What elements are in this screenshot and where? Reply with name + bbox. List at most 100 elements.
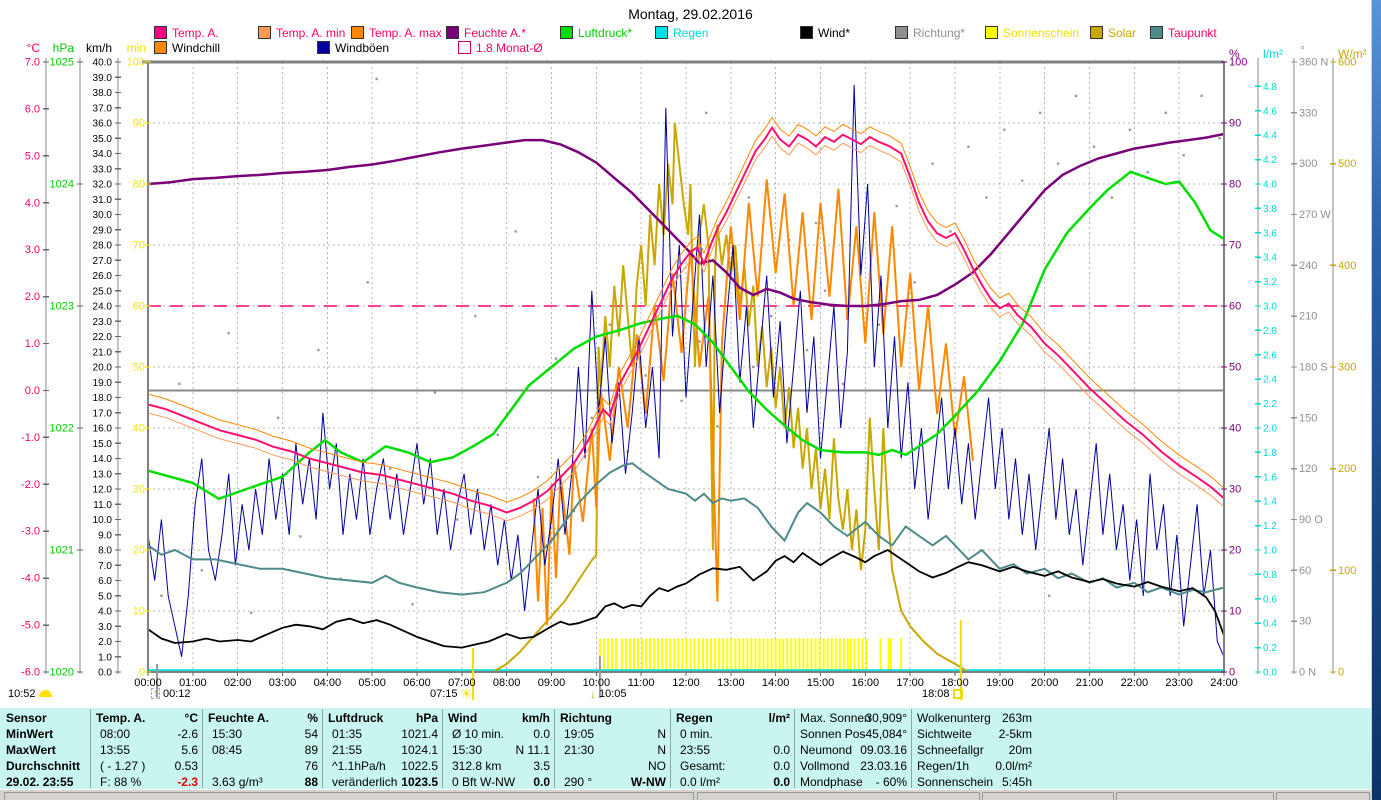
svg-text:31.0: 31.0: [93, 195, 113, 206]
svg-text:180 S: 180 S: [1299, 362, 1328, 374]
svg-text:1024: 1024: [50, 179, 74, 191]
svg-text:400: 400: [1338, 260, 1356, 272]
cell-label: 15:30: [452, 743, 483, 757]
svg-text:100: 100: [1338, 565, 1356, 577]
status-bar: [0, 789, 1372, 800]
svg-text:30: 30: [133, 484, 145, 496]
legend-item-windchill: Windchill: [154, 41, 220, 55]
cell-value: -2.6: [177, 727, 198, 741]
cell-value: 09.03.16: [860, 743, 907, 757]
svg-text:40: 40: [133, 423, 145, 435]
marker-time: 00:12: [163, 687, 191, 700]
legend-label: Solar: [1108, 25, 1137, 40]
svg-text:29.0: 29.0: [93, 225, 113, 236]
legend-item-windb-en: Windböen: [317, 40, 390, 55]
svg-text:14.0: 14.0: [93, 454, 113, 465]
svg-text:20.0: 20.0: [93, 363, 113, 374]
legend-swatch: [655, 26, 668, 39]
svg-text:17.0: 17.0: [93, 408, 113, 419]
x-tick-label: 15:00: [807, 677, 835, 689]
svg-text:32.0: 32.0: [93, 180, 113, 191]
svg-text:0.4: 0.4: [1263, 619, 1277, 630]
cell-value: 1024.1: [401, 743, 438, 757]
svg-text:4.6: 4.6: [1263, 106, 1277, 117]
arrow-up-box-icon: ↑: [151, 688, 160, 699]
x-tick-label: 14:00: [762, 677, 790, 689]
legend-swatch: [351, 26, 364, 39]
table-separator: [670, 709, 671, 788]
col-unit: %: [307, 711, 318, 725]
svg-text:21.0: 21.0: [93, 347, 113, 358]
svg-text:27.0: 27.0: [93, 256, 113, 267]
table-separator: [202, 709, 203, 788]
svg-text:70: 70: [133, 240, 145, 252]
svg-text:5.0: 5.0: [25, 150, 40, 162]
legend-swatch: [560, 26, 573, 39]
legend-label: Wind*: [818, 25, 851, 40]
svg-text:60: 60: [133, 301, 145, 313]
svg-text:200: 200: [1338, 463, 1356, 475]
svg-text:2.4: 2.4: [1263, 375, 1277, 386]
series-wind: [147, 548, 1225, 649]
legend-label: Windböen: [335, 40, 390, 55]
x-tick-label: 06:00: [403, 677, 431, 689]
cell-label: 21:30: [564, 743, 595, 757]
statusbar-segment: [697, 792, 980, 800]
statusbar-segment: [1116, 792, 1274, 800]
svg-text:4.0: 4.0: [25, 197, 40, 209]
svg-text:6.0: 6.0: [98, 576, 112, 587]
x-tick-label: 02:00: [224, 677, 252, 689]
x-tick-label: 22:00: [1121, 677, 1149, 689]
svg-text:-4.0: -4.0: [21, 573, 40, 585]
svg-text:2.8: 2.8: [1263, 326, 1277, 337]
row-label: Durchschnitt: [6, 759, 81, 773]
legend-item-sonnenschein: Sonnenschein: [985, 26, 1079, 40]
legend-item-regen: Regen: [655, 26, 708, 40]
axis-unit-°C: °C: [27, 41, 41, 55]
svg-text:210: 210: [1299, 311, 1317, 323]
svg-text:4.0: 4.0: [98, 607, 112, 618]
col-header: Wind: [448, 711, 478, 725]
axis-temp: -6.0 -5.0 -4.0 -3.0 -2.0 -1.0 0.0 1.0 2.0 3.0 4.0 5…: [21, 57, 49, 679]
svg-text:90: 90: [133, 118, 145, 130]
cell-label: 23:55: [680, 743, 711, 757]
col-header: Richtung: [560, 711, 612, 725]
svg-text:0.8: 0.8: [1263, 570, 1277, 581]
axis-unit-l/m²: l/m²: [1263, 47, 1283, 61]
svg-text:1022: 1022: [50, 423, 74, 435]
cell-value: 0.0: [773, 743, 790, 757]
svg-text:100: 100: [1229, 57, 1247, 69]
svg-text:70: 70: [1229, 240, 1241, 252]
cell-value: 3.5: [533, 759, 550, 773]
cell-value: 23.03.16: [860, 759, 907, 773]
cell-label: Sichtweite: [917, 727, 972, 741]
svg-text:16.0: 16.0: [93, 424, 113, 435]
cell-label: Schneefallgr: [917, 743, 984, 757]
arrow-down-icon: ↓: [590, 686, 596, 701]
svg-text:1.6: 1.6: [1263, 472, 1277, 483]
x-tick-label: 11:00: [628, 677, 655, 689]
cell-value: N 11.1: [515, 743, 550, 757]
x-tick-label: 00:00: [134, 677, 162, 689]
x-tick-label: 17:00: [896, 677, 924, 689]
table-separator: [794, 709, 795, 788]
svg-text:600: 600: [1338, 57, 1356, 69]
cell-value: 5:45h: [1001, 775, 1032, 789]
x-tick-label: 24:00: [1210, 677, 1238, 689]
cell-label: 0 Bft W-NW: [452, 775, 516, 789]
svg-text:-2.0: -2.0: [21, 479, 40, 491]
cell-label: 08:00: [100, 727, 131, 741]
cell-value: 88: [304, 775, 318, 789]
axis-pct: 0 10 20 30 40 50 60 70 80 90 100: [1221, 57, 1247, 679]
series-sonnenschein-bars: [598, 638, 903, 671]
x-tick-label: 01:00: [179, 677, 207, 689]
svg-text:4.0: 4.0: [1263, 180, 1277, 191]
marker-time: 07:15: [430, 687, 458, 700]
legend-item-taupunkt: Taupunkt: [1150, 26, 1217, 40]
svg-text:18.0: 18.0: [93, 393, 113, 404]
svg-text:3.0: 3.0: [25, 244, 40, 256]
svg-text:22.0: 22.0: [93, 332, 113, 343]
x-tick-label: 20:00: [1031, 677, 1059, 689]
svg-text:50: 50: [1229, 362, 1241, 374]
sensor-summary-table: Sensor MinWert MaxWert Durchschnitt 29.02. 2…: [0, 708, 1372, 789]
